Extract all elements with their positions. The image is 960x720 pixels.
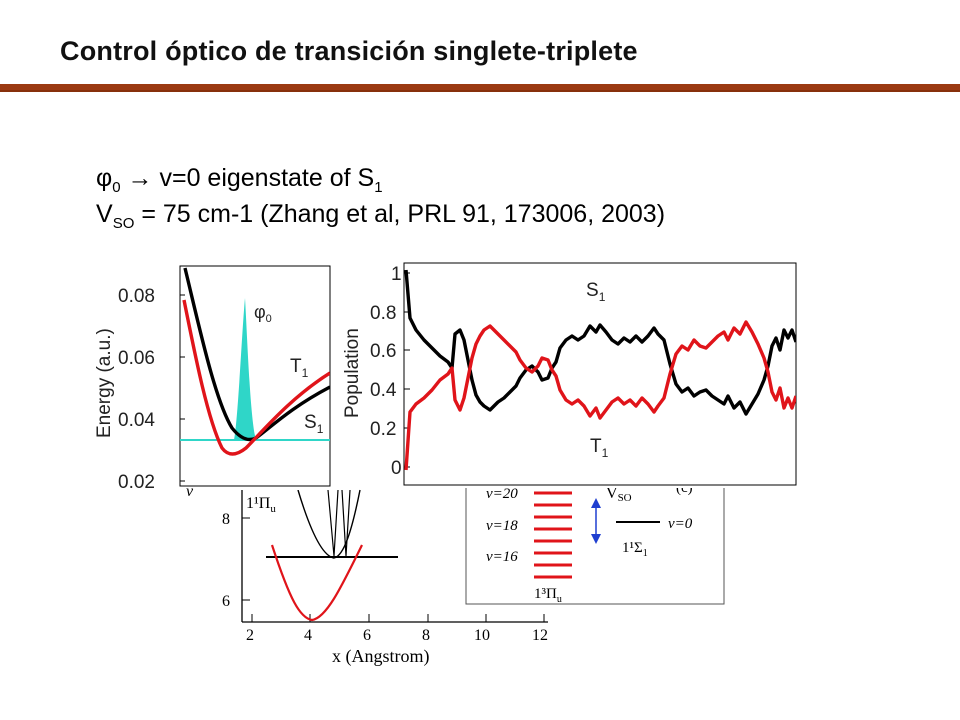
triplet-state-label: 1³Πu [534,586,562,605]
back-left-red-well [270,544,363,622]
back-left-xtick: 4 [304,627,312,644]
level-label-v20: v=20 [486,486,518,502]
energy-figure: 0.08 0.06 0.04 0.02 Energy (a.u.) φ0 T1 … [90,262,331,493]
energy-yticks: 0.08 0.06 0.04 0.02 [118,286,185,493]
back-left-xtick: 6 [363,627,371,644]
energy-ylabel: Energy (a.u.) [94,328,115,438]
back-left-xtick: 10 [474,627,490,644]
back-left-ytick-6: 6 [222,593,230,610]
population-ytick: 0.8 [370,303,396,324]
s1-label-population: S1 [586,280,606,304]
back-left-wavepacket [327,489,351,557]
v-symbol: V [96,200,113,228]
vso-label: VSO [606,485,632,504]
s1-curve [183,267,330,442]
v0-label: v=0 [668,516,693,532]
t1-population-curve [404,320,796,471]
t1-label: T1 [290,356,309,380]
back-left-xtick: 8 [422,627,430,644]
phi0-label: φ0 [254,302,272,325]
back-left-xlabel: x (Angstrom) [332,646,430,667]
energy-ytick: 0.02 [118,472,155,493]
back-left-xtick: 12 [532,627,548,644]
energy-ytick: 0.08 [118,286,155,307]
population-figure: 1 0.8 0.6 0.4 0.2 0 Population S1 T1 [336,256,797,488]
population-ytick: 0.6 [370,341,396,362]
back-left-xticks: 2 4 6 8 10 12 [246,614,548,644]
arrow-symbol: → [127,164,153,192]
back-left-figure: 8 6 2 4 6 8 10 12 x (Angstrom) 1¹Πu [222,480,548,667]
population-ytick: 0.4 [370,380,397,401]
back-left-ylabel-fragment: ν [186,483,194,500]
back-left-xtick: 2 [246,627,254,644]
s-subscript: 1 [374,179,383,196]
coupling-arrow [591,498,601,544]
energy-ytick: 0.04 [118,410,155,431]
population-ylabel: Population [342,328,363,418]
slide-title: Control óptico de transición singlete-tr… [60,36,638,66]
eigenstate-line: φ0 → v=0 eigenstate of S1 [96,164,383,196]
eigenstate-text: v=0 eigenstate of S [159,164,375,192]
phi-subscript: 0 [112,179,121,196]
s1-population-curve [404,269,796,416]
vso-subscript: SO [112,215,135,232]
population-ytick: 0 [391,458,402,479]
s1-label-energy: S1 [304,412,324,436]
back-right-figure: v=20 v=18 v=16 1³Πu VSO (c) v=0 1¹Σ1 [465,469,725,605]
population-ytick: 1 [391,264,402,285]
triplet-vibrational-levels [534,491,572,579]
title-rule [0,84,960,92]
population-yticks: 1 0.8 0.6 0.4 0.2 0 [370,264,410,479]
energy-ytick: 0.06 [118,348,155,369]
population-plot-frame [403,262,797,486]
phi0-wavepacket [234,298,256,440]
back-left-ytick-8: 8 [222,511,230,528]
population-ytick: 0.2 [370,419,396,440]
coupling-text: = 75 cm-1 (Zhang et al, PRL 91, 173006, … [134,200,666,228]
level-label-v16: v=16 [486,549,518,565]
t1-curve [182,299,330,456]
level-label-v18: v=18 [486,518,518,534]
energy-plot-frame [179,265,331,487]
singlet-state-label: 1¹Σ1 [622,540,648,559]
coupling-line: VSO = 75 cm-1 (Zhang et al, PRL 91, 1730… [96,200,665,232]
back-left-curve-label: 1¹Πu [246,495,276,515]
t1-label-population: T1 [590,436,609,460]
phi-symbol: φ [96,164,113,192]
